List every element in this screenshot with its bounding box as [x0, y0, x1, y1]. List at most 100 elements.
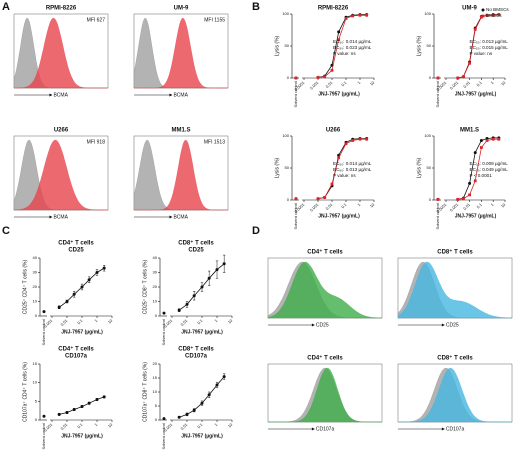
data-point: [337, 156, 341, 160]
x-tick-label: 10: [500, 79, 507, 86]
stained-histogram: [134, 139, 228, 211]
data-point: [207, 393, 211, 397]
data-point: [479, 138, 483, 142]
x-tick-label: 0.001: [43, 317, 54, 328]
y-tick-label: 0: [287, 197, 290, 202]
data-point: [462, 197, 465, 201]
data-point: [330, 182, 334, 186]
y-tick-label: 5: [155, 403, 158, 408]
data-point: [316, 75, 320, 79]
x-tick-label: 0.01: [59, 421, 69, 431]
mfi-label: MFI 627: [87, 17, 106, 23]
data-point: [462, 75, 465, 79]
stained-histogram: [13, 139, 108, 211]
x-axis-label: JNJ-7957 (µg/mL): [455, 213, 497, 219]
chart-title: CD4⁺ T cells: [58, 346, 94, 353]
x-tick-label: 0.1: [340, 79, 348, 87]
annotation: EC₅₀: 0.013 µg/mL: [470, 39, 509, 44]
x-tick-label: 0.1: [76, 421, 84, 429]
data-point: [87, 401, 91, 405]
y-tick-label: 30: [33, 270, 38, 275]
x-tick-label: 10: [369, 79, 376, 86]
data-point: [323, 196, 327, 199]
x-axis-label: JNJ-7957 (µg/mL): [181, 433, 223, 439]
data-point: [468, 61, 471, 65]
data-point: [80, 285, 84, 289]
data-point: [358, 137, 362, 141]
data-point: [65, 411, 69, 415]
arrow-head: [49, 93, 53, 97]
data-point: [485, 13, 489, 17]
chart-title: CD107a: [185, 354, 208, 360]
x-tick-label: 10: [107, 421, 114, 428]
control-label: Solvent control: [435, 81, 440, 108]
chart-title: MM1.S: [460, 128, 479, 134]
annotation: EC₅₀: 0.023 µg/mL: [333, 45, 372, 50]
chart-title: CD25: [68, 248, 84, 254]
data-point: [497, 13, 501, 17]
data-point: [57, 305, 61, 309]
stained-histogram: [268, 367, 382, 423]
stained-histogram: [267, 261, 383, 319]
arrow-head: [169, 215, 173, 219]
y-tick-label: 15: [153, 375, 158, 380]
data-point: [344, 17, 348, 20]
annotation: EC₅₀: 0.009 µg/mL: [470, 161, 509, 166]
x-tick-label: 0.001: [43, 421, 54, 432]
panel-label: A: [2, 1, 10, 13]
control-label: Solvent control: [161, 423, 166, 450]
mfi-label: MFI 1155: [204, 17, 225, 23]
x-tick-label: 0.1: [475, 201, 483, 209]
y-tick-label: 40: [33, 255, 38, 260]
x-tick-label: 0.001: [163, 421, 174, 432]
data-point: [497, 137, 501, 141]
data-point: [177, 308, 181, 312]
histogram-title: UM-9: [174, 6, 189, 12]
data-point: [215, 383, 219, 387]
y-tick-label: 50: [285, 165, 290, 170]
data-point: [351, 139, 355, 142]
mfi-label: MFI 1513: [204, 139, 225, 145]
control-label: Solvent control: [41, 319, 46, 346]
x-tick-label: 0.001: [449, 79, 460, 90]
x-axis-label: BCMA: [53, 92, 68, 98]
legend-marker: [481, 14, 485, 18]
data-point: [337, 38, 341, 41]
data-point: [42, 414, 46, 418]
x-tick-label: 0.001: [309, 79, 320, 90]
x-tick-label: 1: [356, 79, 362, 85]
y-axis-label: Lysis (%): [416, 157, 422, 178]
chart-title: U266: [326, 128, 341, 134]
y-tick-label: 100: [282, 11, 289, 16]
chart-title: CD25: [188, 248, 204, 254]
data-point: [185, 302, 189, 306]
x-tick-label: 0.1: [475, 79, 483, 87]
annotation: EC₅₀: 0.014 µg/mL: [333, 161, 372, 166]
x-tick-label: 0.001: [163, 317, 174, 328]
chart-title: RPMI-8226: [318, 6, 349, 12]
data-point: [102, 266, 106, 270]
data-point: [72, 408, 76, 412]
y-axis-label: CD25⁺ CD8⁺ T cells (%): [142, 260, 148, 315]
y-axis-label: CD107a⁺ CD4⁺ T cells (%): [22, 362, 28, 422]
annotation: EC₅₀: 0.014 µg/mL: [333, 39, 372, 44]
y-tick-label: 10: [153, 299, 158, 304]
data-point: [480, 146, 483, 149]
data-point: [222, 262, 226, 266]
x-tick-label: 0.1: [340, 201, 348, 209]
x-tick-label: 1: [213, 421, 219, 427]
data-point: [95, 397, 99, 401]
x-tick-label: 10: [369, 201, 376, 208]
x-axis-label: CD25: [446, 322, 459, 328]
stained-histogram: [398, 367, 512, 423]
arrow-head: [311, 427, 315, 431]
legend-label: No BMSCs: [486, 7, 509, 12]
x-axis-label: JNJ-7957 (µg/mL): [181, 329, 223, 335]
x-tick-label: 0.01: [179, 317, 189, 327]
x-tick-label: 0.1: [196, 317, 204, 325]
y-tick-label: 10: [33, 380, 38, 385]
control-label: Solvent control: [161, 319, 166, 346]
legend-marker: [481, 8, 485, 12]
panel-label: B: [252, 1, 260, 13]
